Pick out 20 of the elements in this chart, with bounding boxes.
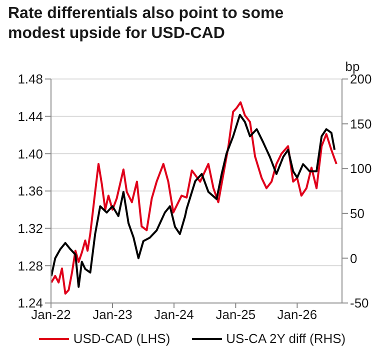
y2-tick-label: 100 <box>350 161 372 176</box>
y2-tick-label: -50 <box>350 296 369 311</box>
y2-tick-label: 200 <box>350 72 372 87</box>
x-tick-label: Jan-26 <box>277 307 318 322</box>
y-tick-label: 1.32 <box>18 220 43 236</box>
y-tick-label: 1.36 <box>18 184 43 199</box>
y-tick-label: 1.44 <box>18 108 43 124</box>
y2-tick-label: 50 <box>350 206 364 222</box>
x-tick-label: Jan-23 <box>92 307 132 322</box>
y2-tick-label: 0 <box>350 250 358 266</box>
legend-label: USD-CAD (LHS) <box>73 331 170 346</box>
y2-tick-label: 150 <box>350 116 372 132</box>
x-tick-label: Jan-24 <box>154 307 194 322</box>
y2-axis-title: bp <box>345 59 360 74</box>
legend-label: US-CA 2Y diff (RHS) <box>226 331 346 346</box>
y-tick-label: 1.28 <box>18 258 43 274</box>
x-tick-label: Jan-25 <box>216 307 256 322</box>
y-tick-label: 1.48 <box>18 72 43 87</box>
y-tick-label: 1.40 <box>18 146 43 162</box>
chart-title: Rate differentials also point to some modest upside for USD-CAD <box>8 4 285 44</box>
